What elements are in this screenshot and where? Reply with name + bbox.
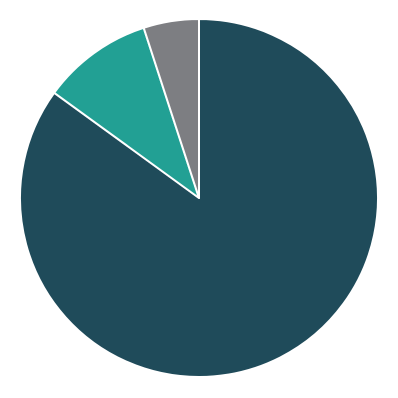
pie-slice [142, 18, 200, 199]
pie-slice [19, 18, 379, 378]
pie-slice [53, 26, 200, 199]
